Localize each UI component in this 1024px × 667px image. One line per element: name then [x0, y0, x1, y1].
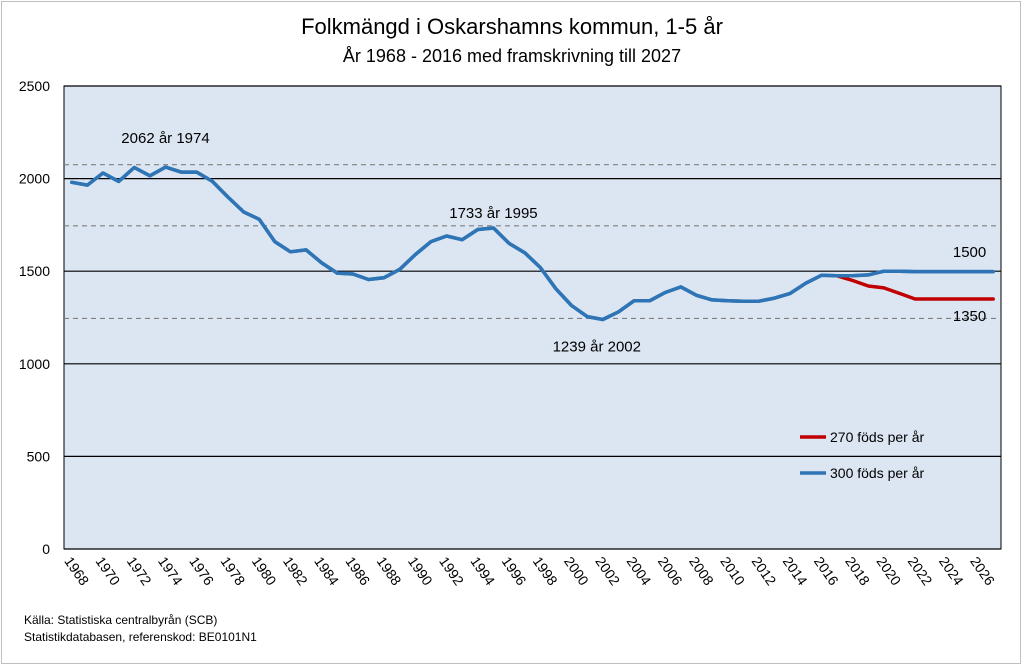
- x-tick-label: 1998: [530, 554, 561, 589]
- x-tick-label: 1968: [61, 554, 92, 589]
- x-tick-label: 2006: [655, 554, 686, 589]
- x-tick-label: 2022: [905, 554, 936, 589]
- annotation-label: 1350: [953, 308, 986, 325]
- x-tick-label: 2024: [936, 554, 967, 589]
- x-tick-label: 1980: [249, 554, 280, 589]
- x-tick-label: 2004: [624, 554, 655, 589]
- x-tick-label: 1978: [218, 554, 249, 589]
- annotation-label: 1733 år 1995: [449, 205, 537, 222]
- y-tick-label: 2500: [19, 78, 50, 94]
- legend-label: 300 föds per år: [830, 465, 925, 481]
- x-tick-label: 1988: [374, 554, 405, 589]
- x-tick-label: 1984: [311, 554, 342, 589]
- annotation-label: 1500: [953, 244, 986, 261]
- y-tick-label: 1000: [19, 356, 50, 372]
- x-tick-label: 2020: [873, 554, 904, 589]
- x-tick-label: 1994: [467, 554, 498, 589]
- x-tick-label: 2010: [717, 554, 748, 589]
- x-tick-label: 1970: [93, 554, 124, 589]
- chart-title: Folkmängd i Oskarshamns kommun, 1-5 år: [301, 14, 723, 39]
- x-tick-label: 2002: [592, 554, 623, 589]
- chart-subtitle: År 1968 - 2016 med framskrivning till 20…: [342, 46, 682, 66]
- series-line-300-top: [70, 165, 995, 322]
- x-tick-label: 1974: [155, 554, 186, 589]
- x-tick-label: 1972: [124, 554, 155, 589]
- y-tick-label: 1500: [19, 263, 50, 279]
- x-tick-label: 1996: [499, 554, 530, 589]
- x-tick-label: 2014: [780, 554, 811, 589]
- legend-label: 270 föds per år: [830, 429, 925, 445]
- x-tick-label: 2008: [686, 554, 717, 589]
- x-tick-label: 2012: [748, 554, 779, 589]
- source-line-2: Statistikdatabasen, referenskod: BE0101N…: [24, 630, 257, 644]
- y-tick-label: 0: [42, 541, 50, 557]
- y-tick-label: 500: [27, 448, 51, 464]
- annotation-label: 2062 år 1974: [121, 130, 209, 147]
- x-tick-label: 1982: [280, 554, 311, 589]
- x-tick-label: 1986: [342, 554, 373, 589]
- x-tick-label: 1990: [405, 554, 436, 589]
- x-tick-label: 1992: [436, 554, 467, 589]
- x-tick-label: 2018: [842, 554, 873, 589]
- x-tick-label: 2016: [811, 554, 842, 589]
- x-tick-label: 2026: [967, 554, 998, 589]
- annotation-label: 1239 år 2002: [553, 339, 641, 356]
- plot-area: [63, 85, 1002, 550]
- x-tick-label: 1976: [186, 554, 217, 589]
- source-line-1: Källa: Statistiska centralbyrån (SCB): [24, 613, 218, 627]
- x-tick-label: 2000: [561, 554, 592, 589]
- y-tick-label: 2000: [19, 171, 50, 187]
